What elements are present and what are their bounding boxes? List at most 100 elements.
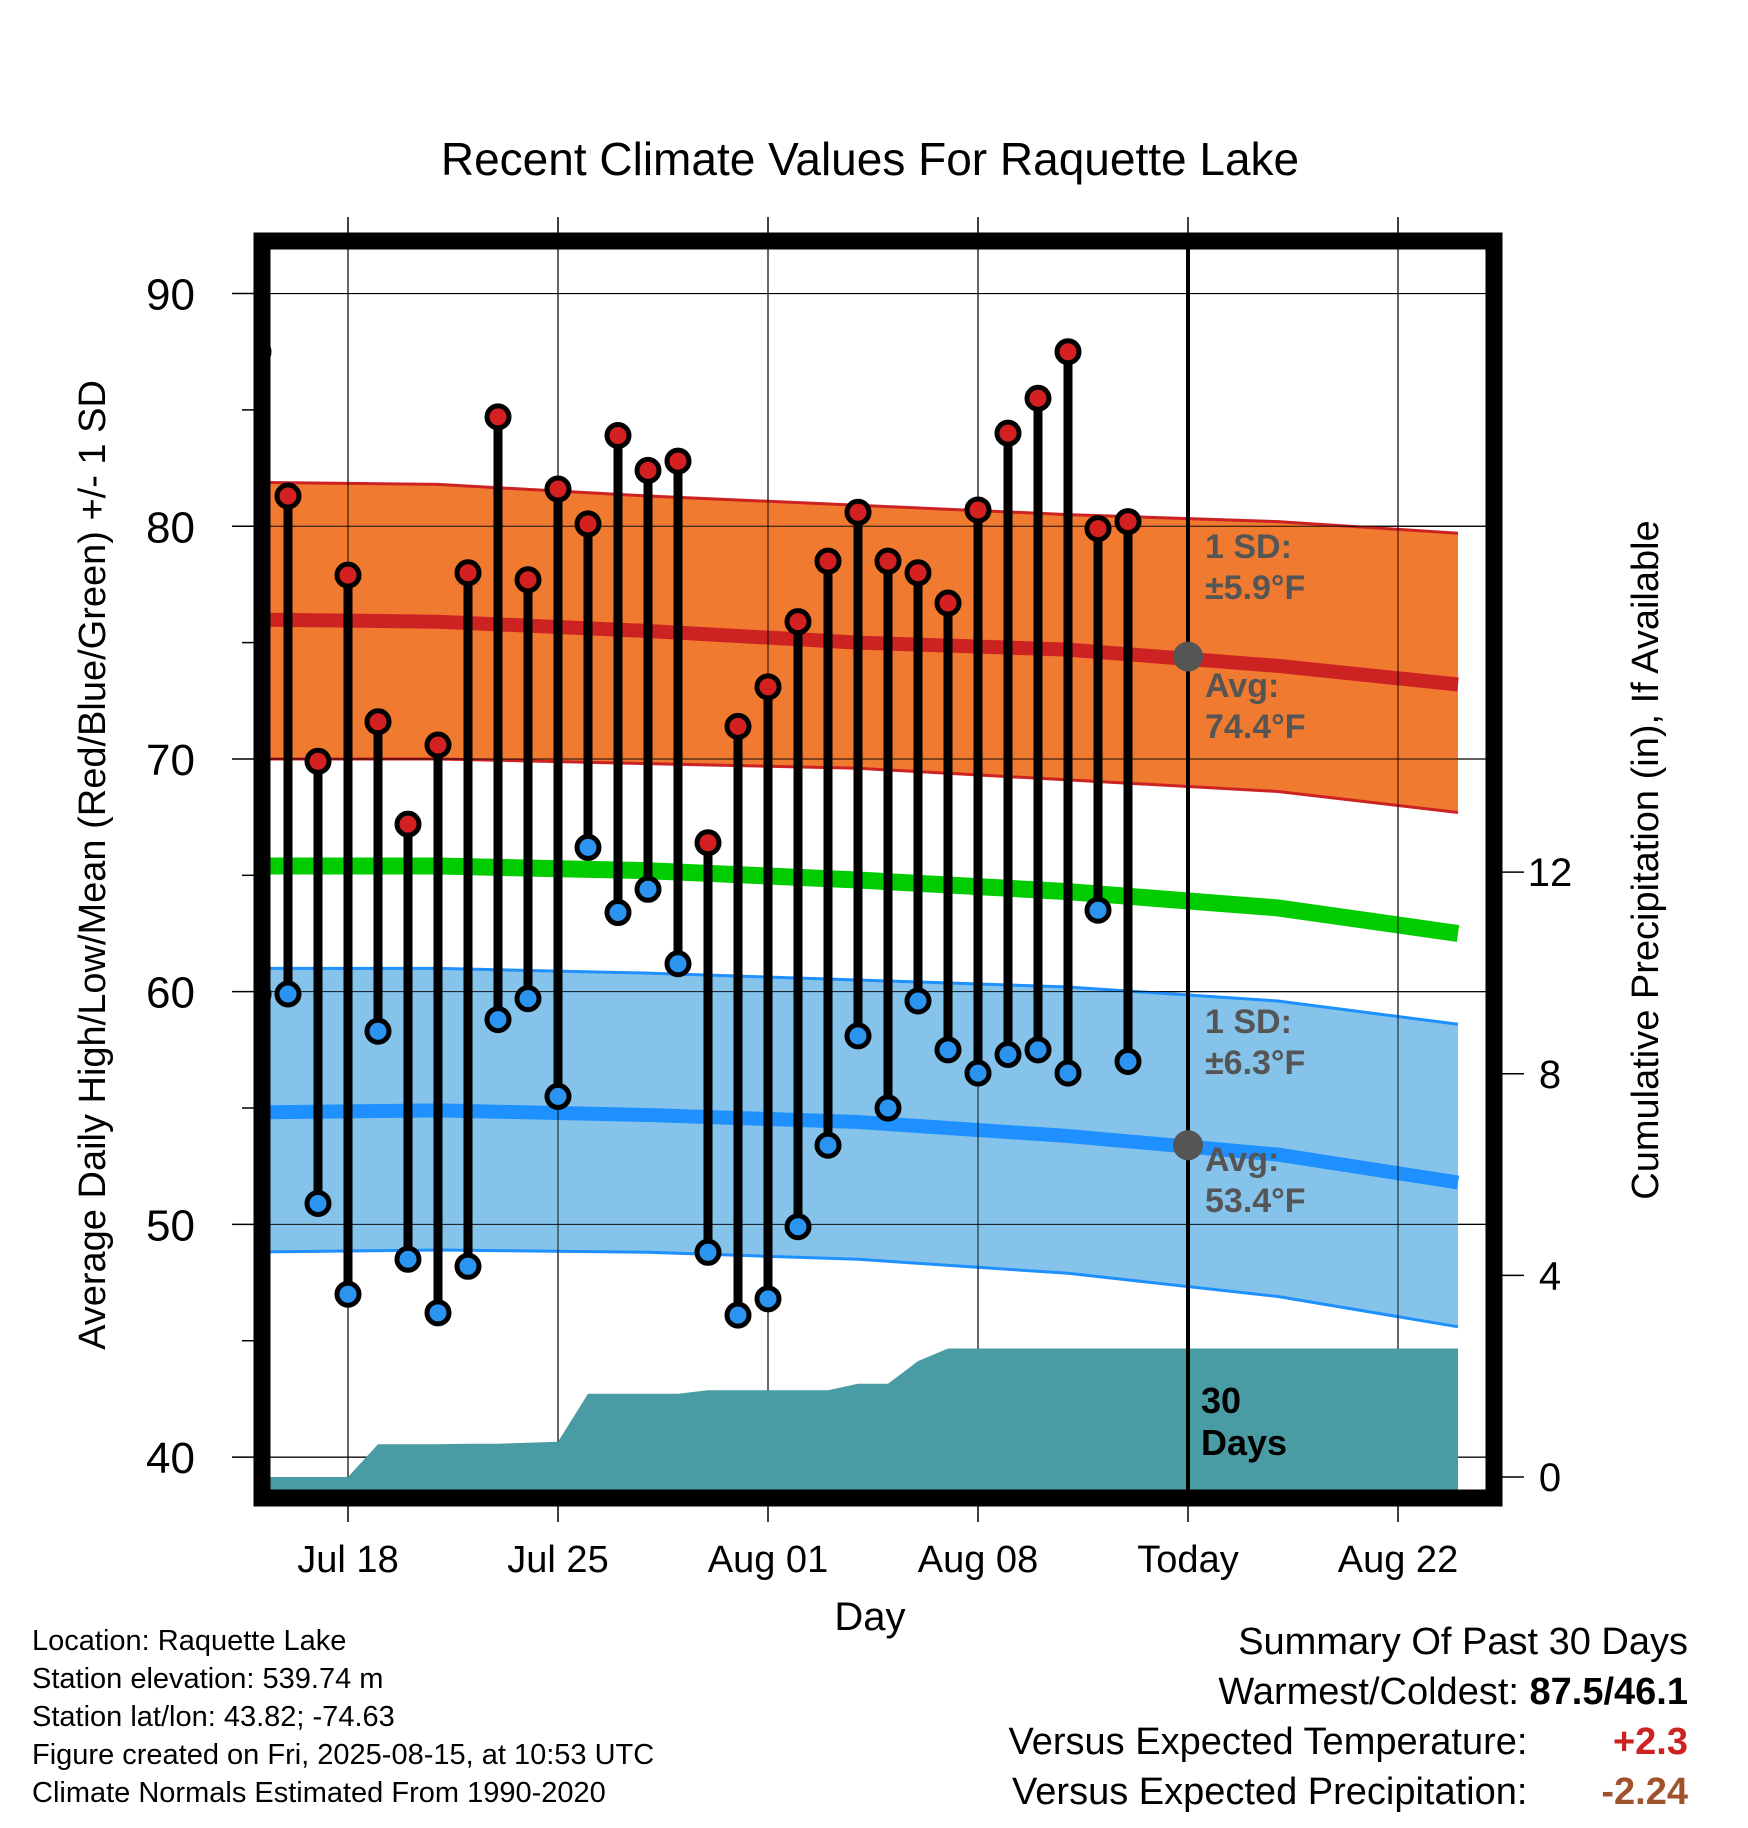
daily-low-point <box>694 1238 722 1266</box>
summary-heading: Summary Of Past 30 Days <box>1238 1621 1688 1663</box>
y-tick-label-left: 70 <box>146 736 195 785</box>
precip-days-count: 30 <box>1201 1380 1241 1421</box>
daily-low-point <box>364 1017 392 1045</box>
y-axis-label-right: Cumulative Precipitation (in), If Availa… <box>1625 520 1667 1199</box>
daily-low-point <box>1114 1047 1142 1075</box>
x-axis-label: Day <box>834 1595 905 1639</box>
low-avg-value: 53.4°F <box>1205 1182 1306 1220</box>
daily-low-point <box>454 1252 482 1280</box>
summary-temp-label: Versus Expected Temperature: <box>1008 1721 1528 1763</box>
daily-low-point <box>1024 1036 1052 1064</box>
daily-low-point <box>394 1245 422 1273</box>
daily-low-point <box>724 1301 752 1329</box>
today-high-avg-marker <box>1173 641 1203 672</box>
daily-low-point <box>604 899 632 927</box>
low-avg-label: Avg: <box>1205 1141 1279 1179</box>
daily-high-point <box>754 673 782 701</box>
y-tick-label-right: 4 <box>1539 1254 1561 1298</box>
daily-low-point <box>424 1299 452 1327</box>
daily-high-point <box>274 482 302 510</box>
daily-low-point <box>814 1131 842 1159</box>
y-tick-label-right: 0 <box>1539 1456 1561 1500</box>
daily-low-point <box>634 875 662 903</box>
daily-low-point <box>544 1082 572 1110</box>
daily-high-point <box>364 708 392 736</box>
daily-high-point <box>634 456 662 484</box>
daily-high-point <box>334 561 362 589</box>
daily-high-point <box>394 810 422 838</box>
low-sd-band <box>268 968 1458 1327</box>
daily-low-point <box>754 1285 782 1313</box>
low-sd-value: ±6.3°F <box>1205 1044 1305 1082</box>
daily-low-point <box>274 980 302 1008</box>
y-tick-label-right: 8 <box>1539 1053 1561 1097</box>
high-sd-label: 1 SD: <box>1205 528 1292 566</box>
summary-warmest-coldest-label: Warmest/Coldest: <box>1218 1671 1519 1713</box>
summary-precip-label: Versus Expected Precipitation: <box>1012 1771 1528 1813</box>
precip-area <box>268 1348 1458 1492</box>
x-tick-label: Aug 22 <box>1338 1539 1458 1581</box>
info-location: Location: Raquette Lake <box>32 1625 347 1657</box>
daily-high-point <box>604 421 632 449</box>
daily-low-point <box>1084 896 1112 924</box>
daily-high-point <box>664 447 692 475</box>
summary-panel: Summary Of Past 30 Days Warmest/Coldest:… <box>1009 1617 1688 1817</box>
summary-warmest-coldest: Warmest/Coldest: 87.5/46.1 <box>1009 1667 1688 1717</box>
station-info: Location: Raquette Lake Station elevatio… <box>32 1622 654 1812</box>
y-tick-label-left: 90 <box>146 271 195 320</box>
daily-high-point <box>454 559 482 587</box>
summary-temp-value: +2.3 <box>1612 1721 1688 1763</box>
high-avg-label: Avg: <box>1205 667 1279 705</box>
daily-low-point <box>904 987 932 1015</box>
high-sd-value: ±5.9°F <box>1205 569 1305 607</box>
high-avg-value: 74.4°F <box>1205 708 1306 746</box>
daily-high-point <box>904 559 932 587</box>
daily-low-point <box>964 1059 992 1087</box>
daily-high-point <box>1054 338 1082 366</box>
info-normals: Climate Normals Estimated From 1990-2020 <box>32 1777 606 1809</box>
daily-low-point <box>514 985 542 1013</box>
today-low-avg-marker <box>1173 1130 1203 1161</box>
daily-low-point <box>874 1094 902 1122</box>
daily-high-point <box>694 829 722 857</box>
x-tick-label: Aug 01 <box>708 1539 828 1581</box>
daily-high-point <box>1084 515 1112 543</box>
daily-high-point <box>424 731 452 759</box>
daily-low-point <box>1054 1059 1082 1087</box>
y-tick-label-left: 80 <box>146 503 195 552</box>
daily-low-point <box>844 1022 872 1050</box>
daily-high-point <box>844 498 872 526</box>
precip-days-label: Days <box>1201 1422 1287 1463</box>
y-tick-label-left: 40 <box>146 1434 195 1483</box>
daily-low-point <box>994 1041 1022 1069</box>
summary-precip: Versus Expected Precipitation: -2.24 <box>1009 1767 1688 1817</box>
y-tick-label-right: 12 <box>1528 851 1573 895</box>
x-tick-label: Today <box>1137 1539 1238 1581</box>
y-tick-label-left: 50 <box>146 1201 195 1250</box>
daily-high-point <box>964 496 992 524</box>
plot-area <box>268 247 1488 1492</box>
daily-low-point <box>334 1280 362 1308</box>
daily-low-point <box>304 1189 332 1217</box>
daily-high-point <box>1024 384 1052 412</box>
daily-high-point <box>724 712 752 740</box>
daily-high-point <box>874 547 902 575</box>
daily-high-point <box>934 589 962 617</box>
daily-low-point <box>484 1006 512 1034</box>
x-tick-label: Aug 08 <box>918 1539 1038 1581</box>
x-tick-label: Jul 18 <box>297 1539 398 1581</box>
daily-high-point <box>514 566 542 594</box>
daily-low-point <box>934 1036 962 1064</box>
low-sd-label: 1 SD: <box>1205 1003 1292 1041</box>
y-tick-label-left: 60 <box>146 969 195 1018</box>
info-elevation: Station elevation: 539.74 m <box>32 1663 384 1695</box>
info-created: Figure created on Fri, 2025-08-15, at 10… <box>32 1739 655 1771</box>
daily-high-point <box>484 403 512 431</box>
summary-temp: Versus Expected Temperature: +2.3 <box>1009 1717 1688 1767</box>
daily-high-point <box>784 608 812 636</box>
daily-high-point <box>574 510 602 538</box>
daily-high-point <box>304 747 332 775</box>
daily-low-point <box>664 950 692 978</box>
daily-low-point <box>574 833 602 861</box>
